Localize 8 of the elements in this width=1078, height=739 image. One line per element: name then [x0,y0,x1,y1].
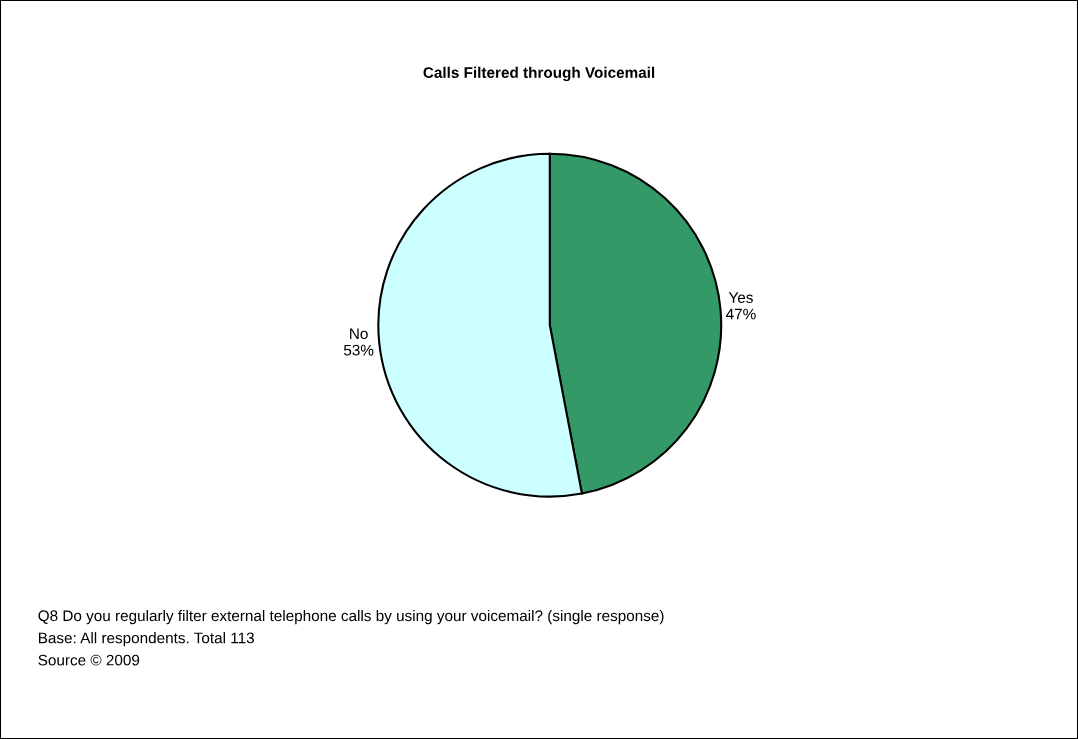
slice-label: No [350,328,368,340]
chart-title: Calls Filtered through Voicemail [423,66,655,82]
data-label: 47% [726,308,756,320]
slice-label: Yes [728,292,753,303]
data-label: 53% [343,344,374,356]
text: Base: All respondents. Total 113 [38,632,254,647]
text: Q8 Do you regularly filter external telephone calls by using your voicemail? (single response) [38,609,664,625]
source-note: Source © 2009 [38,654,140,666]
